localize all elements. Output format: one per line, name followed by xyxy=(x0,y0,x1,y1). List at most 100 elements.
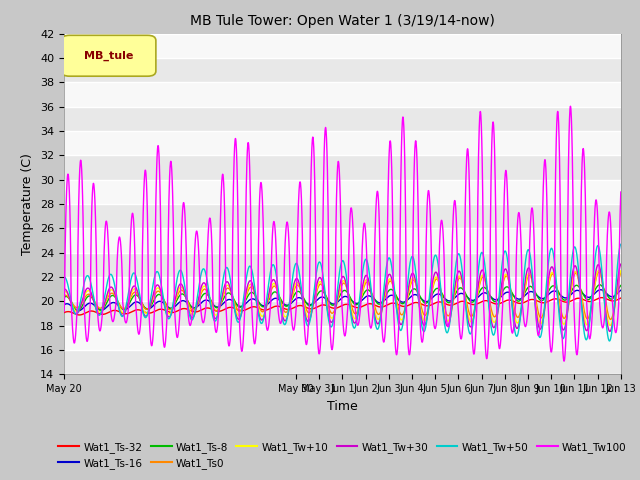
Bar xyxy=(64,252,621,277)
Bar xyxy=(64,350,621,374)
Wat1_Tw100 xyxy=(121,318,129,324)
Wat1_Ts-16 xyxy=(137,301,145,307)
Wat1_Tw+10 xyxy=(121,308,129,314)
Line: Wat1_Ts-8: Wat1_Ts-8 xyxy=(64,285,621,311)
Line: Wat1_Tw+30: Wat1_Tw+30 xyxy=(64,264,621,331)
Wat1_Tw+30 xyxy=(532,305,540,311)
Wat1_Tw+50 xyxy=(76,304,83,310)
Wat1_Ts-32 xyxy=(617,295,625,301)
Wat1_Tw+30 xyxy=(137,300,145,306)
Wat1_Tw+10 xyxy=(617,268,625,274)
Wat1_Ts-16 xyxy=(122,307,129,312)
Line: Wat1_Tw+10: Wat1_Tw+10 xyxy=(64,271,621,325)
Wat1_Tw+50 xyxy=(103,281,111,287)
Bar xyxy=(64,34,621,58)
Wat1_Tw+30 xyxy=(617,261,625,267)
Wat1_Tw+10 xyxy=(76,306,83,312)
Wat1_Ts0 xyxy=(60,293,68,299)
Bar xyxy=(64,326,621,350)
Wat1_Tw+30 xyxy=(121,310,129,315)
Line: Wat1_Tw+50: Wat1_Tw+50 xyxy=(64,244,621,341)
Wat1_Ts-32 xyxy=(76,312,83,318)
Bar xyxy=(64,180,621,204)
Bar xyxy=(64,107,621,131)
Wat1_Ts-16 xyxy=(313,297,321,303)
Wat1_Tw100 xyxy=(137,320,145,325)
Wat1_Tw+50 xyxy=(605,338,613,344)
Wat1_Ts-16 xyxy=(596,287,604,293)
Line: Wat1_Ts-16: Wat1_Ts-16 xyxy=(64,290,621,311)
Line: Wat1_Tw100: Wat1_Tw100 xyxy=(64,106,621,361)
Wat1_Ts-8 xyxy=(103,299,111,305)
Wat1_Ts-8 xyxy=(74,308,81,314)
Wat1_Ts-8 xyxy=(596,282,604,288)
Wat1_Ts-32 xyxy=(122,311,129,317)
Wat1_Tw100 xyxy=(60,309,68,314)
Wat1_Tw+10 xyxy=(595,268,602,274)
Wat1_Tw+30 xyxy=(76,307,83,312)
Wat1_Ts0 xyxy=(313,288,321,294)
Wat1_Ts-16 xyxy=(617,288,625,293)
Wat1_Ts-32 xyxy=(103,310,111,316)
Wat1_Ts-16 xyxy=(103,304,111,310)
Wat1_Ts-32 xyxy=(313,304,321,310)
Wat1_Tw+10 xyxy=(137,299,145,304)
Line: Wat1_Ts-32: Wat1_Ts-32 xyxy=(64,298,621,315)
Wat1_Tw+50 xyxy=(532,308,540,314)
Wat1_Tw+30 xyxy=(313,282,321,288)
FancyBboxPatch shape xyxy=(61,36,156,76)
Wat1_Ts-16 xyxy=(76,308,83,313)
Bar xyxy=(64,156,621,180)
Bar xyxy=(64,58,621,82)
Wat1_Ts-8 xyxy=(532,290,540,296)
Wat1_Tw+10 xyxy=(60,289,68,295)
Wat1_Ts0 xyxy=(121,305,129,311)
Wat1_Tw+10 xyxy=(103,294,111,300)
Wat1_Ts-16 xyxy=(532,291,540,297)
Bar xyxy=(64,301,621,326)
Wat1_Ts-16 xyxy=(74,308,82,313)
Bar xyxy=(64,228,621,252)
Wat1_Ts-8 xyxy=(137,298,145,304)
Wat1_Tw+10 xyxy=(532,301,540,307)
Wat1_Tw100 xyxy=(313,318,321,324)
Wat1_Tw+50 xyxy=(313,267,321,273)
Wat1_Tw+50 xyxy=(137,298,145,303)
Wat1_Ts-8 xyxy=(76,307,83,313)
Wat1_Tw100 xyxy=(76,177,83,183)
Wat1_Tw100 xyxy=(617,189,625,195)
Line: Wat1_Ts0: Wat1_Ts0 xyxy=(64,272,621,319)
Wat1_Ts-32 xyxy=(532,298,540,303)
Wat1_Ts-32 xyxy=(137,308,145,313)
Wat1_Tw+50 xyxy=(617,241,625,247)
Text: MB_tule: MB_tule xyxy=(84,50,133,61)
Wat1_Ts-32 xyxy=(598,295,605,300)
Bar xyxy=(64,82,621,107)
Wat1_Tw100 xyxy=(103,221,111,227)
Wat1_Ts-16 xyxy=(60,302,68,308)
Wat1_Ts0 xyxy=(607,316,614,322)
Wat1_Tw+50 xyxy=(121,308,129,313)
Bar xyxy=(64,204,621,228)
Wat1_Tw+30 xyxy=(103,292,111,298)
Wat1_Ts0 xyxy=(532,296,540,302)
Bar xyxy=(64,131,621,156)
Bar xyxy=(64,277,621,301)
Wat1_Ts-32 xyxy=(76,312,83,318)
Wat1_Tw100 xyxy=(561,358,568,364)
Wat1_Ts0 xyxy=(617,270,625,276)
Wat1_Tw100 xyxy=(532,307,540,312)
Wat1_Ts-8 xyxy=(617,283,625,288)
Wat1_Ts-8 xyxy=(313,292,321,298)
Wat1_Tw100 xyxy=(566,103,574,109)
X-axis label: Time: Time xyxy=(327,400,358,413)
Wat1_Ts0 xyxy=(76,304,83,310)
Wat1_Ts0 xyxy=(595,269,603,275)
Wat1_Ts0 xyxy=(103,296,111,302)
Wat1_Tw+10 xyxy=(313,286,321,292)
Wat1_Ts-32 xyxy=(60,310,68,315)
Wat1_Tw+30 xyxy=(606,328,614,334)
Y-axis label: Temperature (C): Temperature (C) xyxy=(22,153,35,255)
Wat1_Ts-8 xyxy=(122,307,129,312)
Wat1_Tw+50 xyxy=(60,274,68,280)
